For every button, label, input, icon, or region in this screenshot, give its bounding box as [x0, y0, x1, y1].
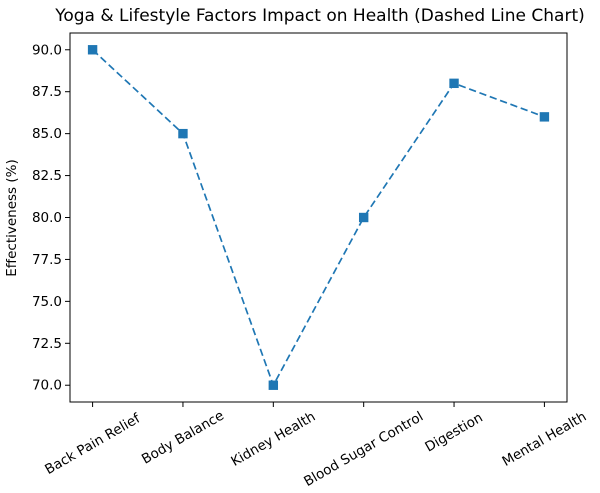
y-tick-label: 87.5 [32, 84, 62, 100]
y-axis-ticks: 70.0 72.5 75.0 77.5 80.0 82.5 85.0 87.5 90.0 [32, 42, 70, 394]
chart-title: Yoga & Lifestyle Factors Impact on Healt… [54, 6, 585, 26]
y-tick-label: 80.0 [32, 210, 62, 226]
x-tick-label: Kidney Health [228, 409, 318, 470]
x-tick-label: Back Pain Relief [42, 410, 144, 478]
y-tick-label: 72.5 [32, 336, 62, 352]
x-tick-label: Blood Sugar Control [301, 409, 426, 490]
y-tick-label: 75.0 [32, 294, 62, 310]
data-point-marker [449, 78, 459, 89]
y-tick-label: 85.0 [32, 126, 62, 142]
plot-area-frame [69, 32, 568, 403]
data-point-marker [539, 112, 550, 122]
data-point-marker [358, 212, 369, 223]
data-point-marker [268, 380, 279, 390]
data-point-marker [87, 45, 98, 55]
y-tick-label: 77.5 [32, 252, 62, 268]
y-tick-label: 82.5 [32, 168, 62, 184]
x-tick-label: Body Balance [139, 408, 227, 468]
x-tick-label: Digestion [422, 410, 485, 456]
series-line [92, 49, 545, 388]
x-tick-label: Mental Health [500, 409, 590, 470]
y-axis-label: Effectiveness (%) [4, 159, 20, 276]
data-point-marker [178, 128, 188, 139]
y-tick-label: 90.0 [32, 42, 62, 58]
data-series [87, 45, 550, 390]
y-tick-label: 70.0 [32, 378, 62, 394]
